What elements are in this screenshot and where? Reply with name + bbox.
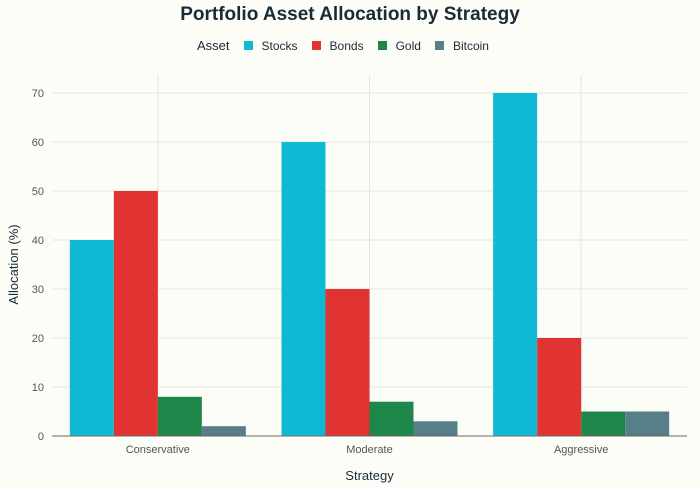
x-tick-label: Aggressive: [554, 444, 608, 456]
legend-item-stocks[interactable]: Stocks: [243, 38, 298, 53]
legend-title: Asset: [197, 38, 230, 53]
y-tick-label: 20: [32, 333, 44, 345]
legend-label: Bitcoin: [452, 38, 489, 53]
bar-gold-aggressive: [581, 411, 626, 436]
legend-swatch: [311, 41, 321, 50]
y-tick-label: 60: [32, 137, 44, 149]
bar-bonds-aggressive: [537, 338, 582, 436]
bar-bitcoin-moderate: [413, 421, 458, 436]
legend-swatch: [434, 41, 444, 50]
legend-item-bitcoin[interactable]: Bitcoin: [434, 38, 489, 53]
x-axis-label: Strategy: [345, 468, 394, 483]
chart-title: Portfolio Asset Allocation by Strategy: [180, 4, 520, 25]
y-tick-label: 10: [32, 382, 44, 394]
y-axis-label: Allocation (%): [6, 224, 21, 304]
bar-gold-moderate: [369, 401, 414, 436]
y-tick-label: 30: [32, 284, 44, 296]
y-tick-label: 0: [38, 431, 44, 443]
bar-bitcoin-aggressive: [625, 411, 670, 436]
x-tick-label: Conservative: [126, 444, 190, 456]
y-tick-label: 70: [32, 88, 44, 100]
bar-stocks-aggressive: [493, 93, 538, 436]
y-tick-label: 40: [32, 235, 44, 247]
bar-stocks-moderate: [281, 142, 326, 436]
bar-gold-conservative: [157, 396, 202, 436]
legend-item-bonds[interactable]: Bonds: [311, 38, 364, 53]
legend-swatch: [243, 41, 253, 50]
y-tick-label: 50: [32, 186, 44, 198]
bar-bonds-conservative: [113, 191, 158, 436]
legend-label: Bonds: [329, 38, 364, 53]
bar-bonds-moderate: [325, 289, 370, 436]
legend-label: Stocks: [261, 38, 298, 53]
bar-bitcoin-conservative: [201, 426, 246, 436]
legend: Asset Stocks Bonds Gold Bitcoin: [0, 38, 700, 53]
x-tick-label: Moderate: [346, 444, 392, 456]
legend-item-gold[interactable]: Gold: [377, 38, 421, 53]
legend-swatch: [377, 41, 387, 50]
bar-stocks-conservative: [69, 240, 114, 436]
legend-label: Gold: [395, 38, 421, 53]
